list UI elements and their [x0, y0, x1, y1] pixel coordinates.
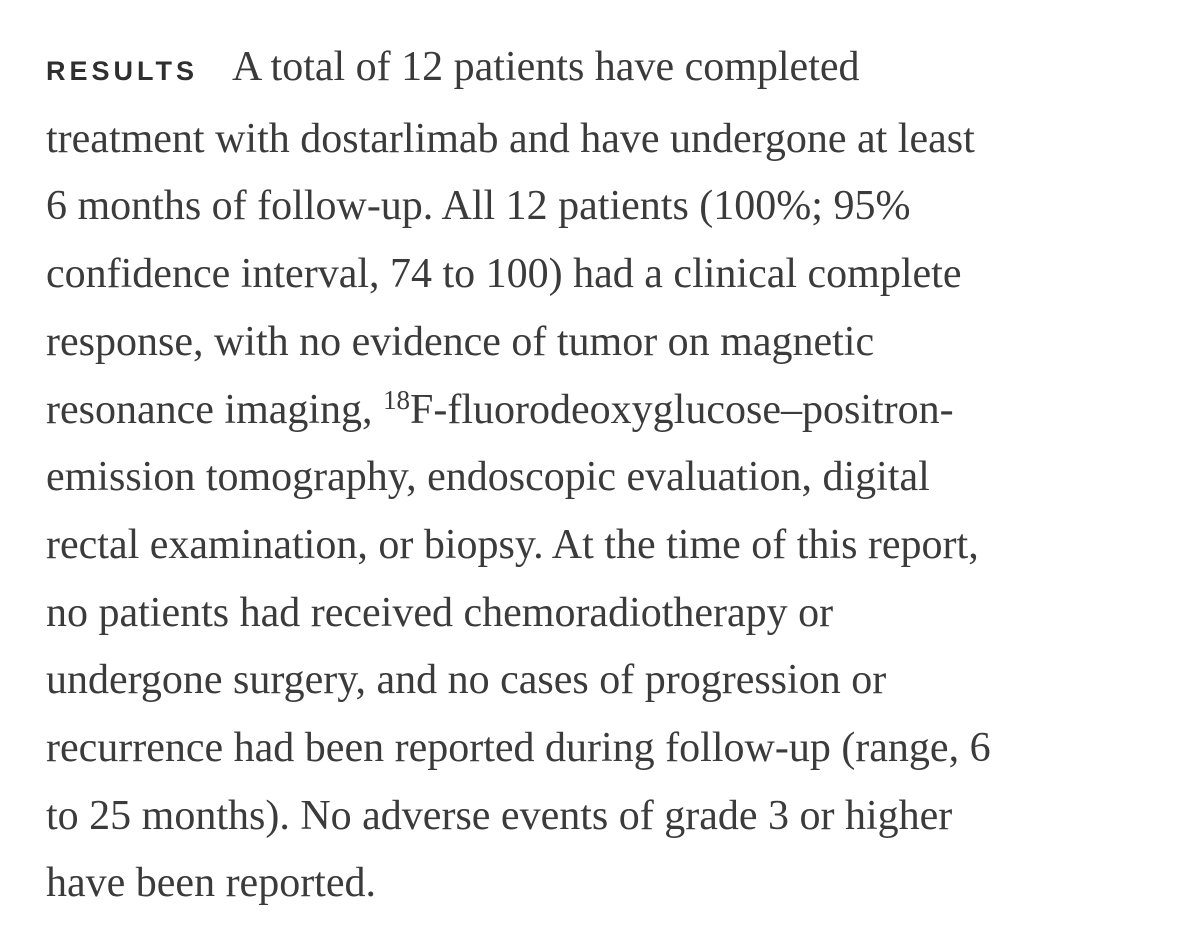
text-line: resonance imaging, 18F-fluorodeoxyglucos…: [46, 377, 1176, 445]
text-line: 6 months of follow-up. All 12 patients (…: [46, 183, 911, 230]
text-line: emission tomography, endoscopic evaluati…: [46, 454, 930, 501]
text-line: rectal examination, or biopsy. At the ti…: [46, 521, 979, 568]
text-line: RESULTS A total of 12 patients have compl…: [46, 34, 1176, 106]
text-line: treatment with dostarlimab and have unde…: [46, 115, 975, 162]
section-label: RESULTS: [46, 56, 199, 86]
text-line: response, with no evidence of tumor on m…: [46, 318, 875, 365]
text-line: recurrence had been reported during foll…: [46, 725, 991, 772]
line-text: resonance imaging,: [46, 386, 384, 433]
line-text: A total of 12 patients have completed: [232, 44, 860, 90]
text-line: no patients had received chemoradiothera…: [46, 589, 834, 636]
text-line: confidence interval, 74 to 100) had a cl…: [46, 251, 962, 298]
text-line: have been reported.: [46, 860, 376, 907]
line-text: F-fluorodeoxyglucose–positron-: [410, 386, 954, 433]
results-paragraph: RESULTS A total of 12 patients have compl…: [46, 34, 1176, 918]
text-line: undergone surgery, and no cases of progr…: [46, 657, 887, 704]
text-line: to 25 months). No adverse events of grad…: [46, 792, 953, 839]
superscript: 18: [383, 384, 411, 415]
